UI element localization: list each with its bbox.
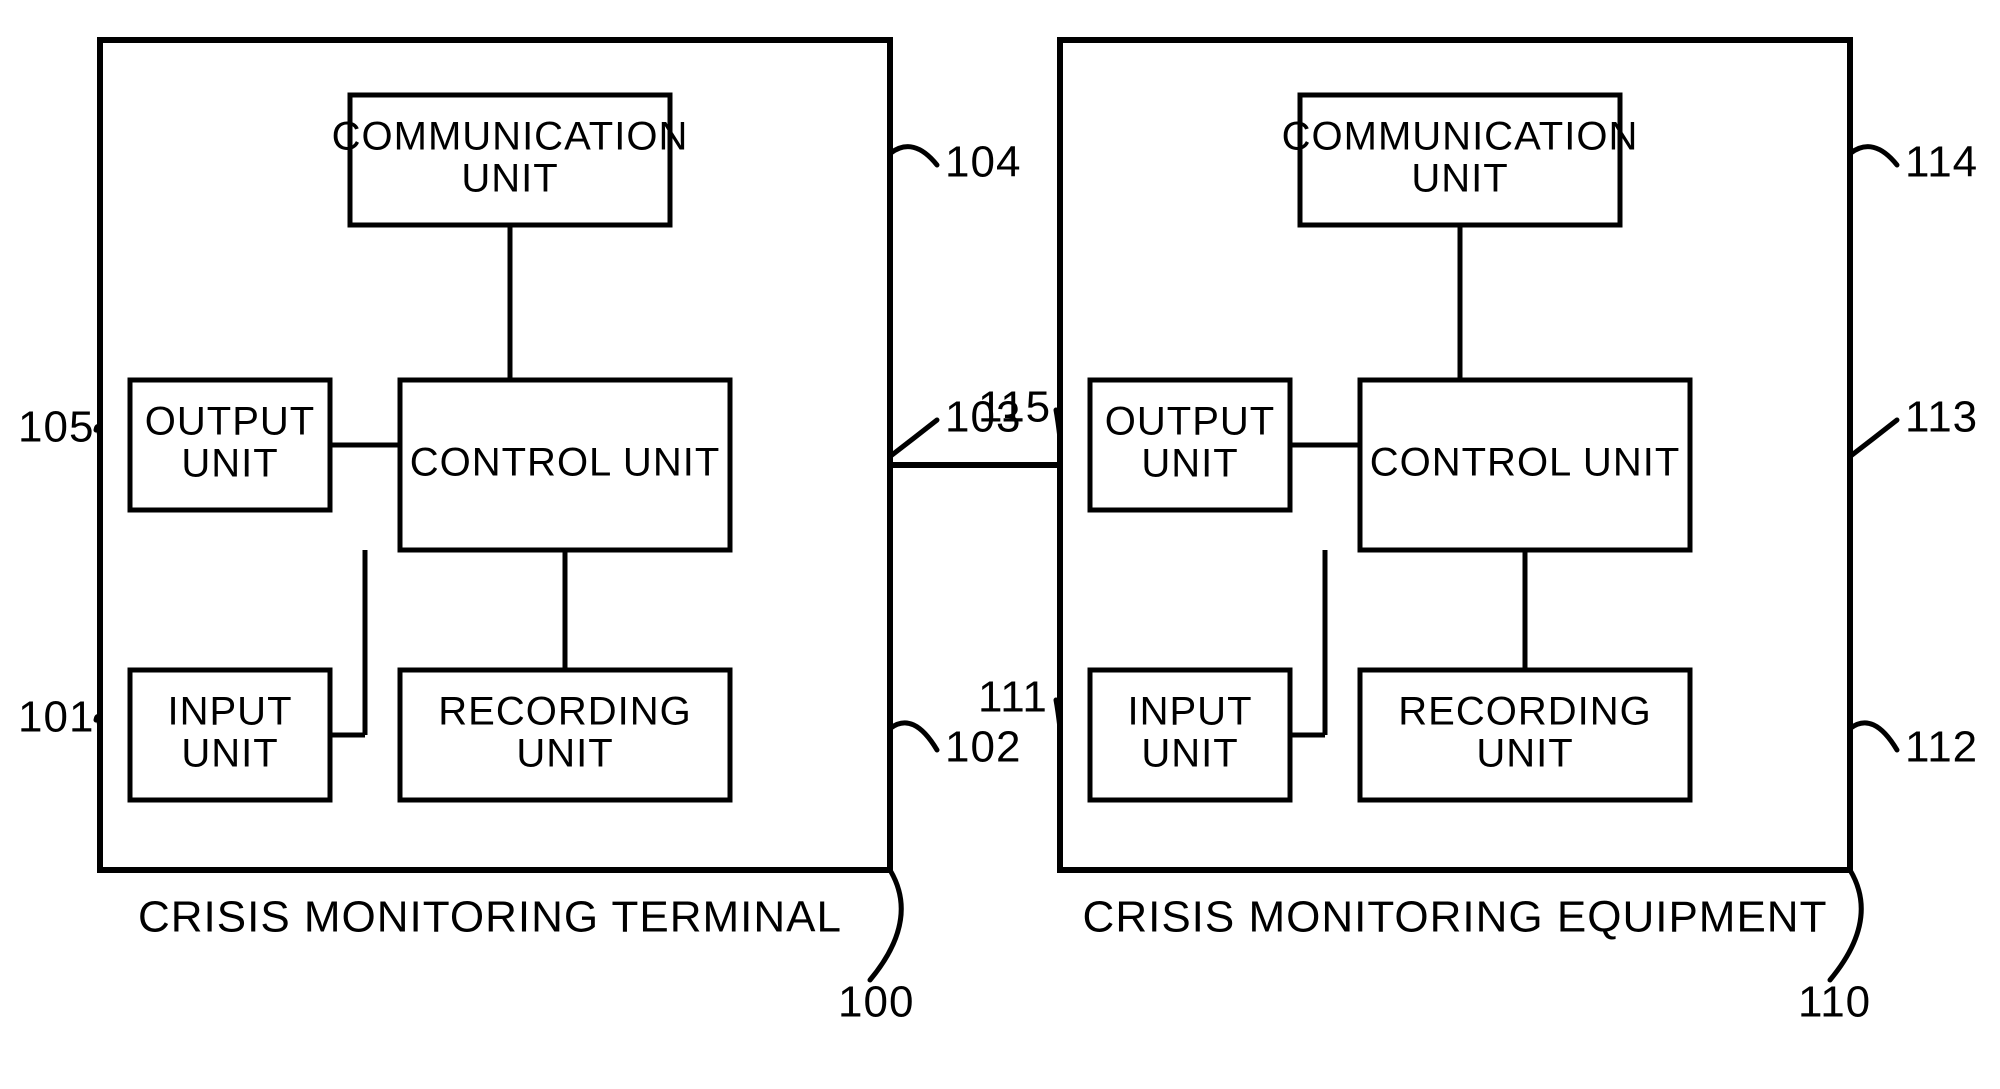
terminal-output-leader (96, 427, 100, 439)
equipment-control-leader (1850, 420, 1897, 457)
equipment-record-ref: 112 (1905, 723, 1978, 772)
terminal-output-ref: 105 (18, 403, 94, 452)
equipment-record-leader (1850, 723, 1897, 750)
terminal-record-label: UNIT (516, 732, 613, 776)
equipment-title: CRISIS MONITORING EQUIPMENT (1083, 893, 1828, 942)
equipment-comm-ref: 114 (1905, 138, 1978, 187)
terminal-control-leader (890, 420, 937, 457)
terminal-input-label: INPUT (168, 690, 293, 734)
terminal-comm-label: UNIT (461, 157, 558, 201)
equipment-control-ref: 113 (1905, 393, 1978, 442)
terminal-control-label: CONTROL UNIT (410, 441, 721, 485)
equipment-control-label: CONTROL UNIT (1370, 441, 1681, 485)
equipment-output-label: UNIT (1141, 442, 1238, 486)
terminal-frame-ref: 100 (838, 978, 914, 1027)
terminal-record-leader (890, 723, 937, 750)
terminal-record-ref: 102 (945, 723, 1021, 772)
equipment-input-label: UNIT (1141, 732, 1238, 776)
equipment-record-label: RECORDING (1398, 690, 1651, 734)
terminal-input-ref: 101 (18, 693, 94, 742)
equipment-input-label: INPUT (1128, 690, 1253, 734)
terminal-frame-leader (870, 870, 901, 980)
terminal-input-label: UNIT (181, 732, 278, 776)
terminal-comm-leader (890, 147, 937, 165)
terminal-input-leader (96, 717, 100, 729)
diagram-canvas: COMMUNICATIONUNITCONTROL UNITRECORDINGUN… (0, 0, 2000, 1089)
equipment-output-label: OUTPUT (1105, 400, 1275, 444)
equipment-comm-label: UNIT (1411, 157, 1508, 201)
equipment-frame-leader (1830, 870, 1861, 980)
terminal-output-label: OUTPUT (145, 400, 315, 444)
equipment-output-ref: 115 (978, 383, 1051, 432)
terminal-comm-ref: 104 (945, 138, 1021, 187)
terminal-record-label: RECORDING (438, 690, 691, 734)
equipment-comm-label: COMMUNICATION (1282, 115, 1639, 159)
terminal-output-label: UNIT (181, 442, 278, 486)
equipment-frame-ref: 110 (1798, 978, 1871, 1027)
equipment-record-label: UNIT (1476, 732, 1573, 776)
equipment-comm-leader (1850, 147, 1897, 165)
terminal-title: CRISIS MONITORING TERMINAL (138, 893, 842, 942)
equipment-input-ref: 111 (978, 673, 1048, 722)
terminal-comm-label: COMMUNICATION (332, 115, 689, 159)
